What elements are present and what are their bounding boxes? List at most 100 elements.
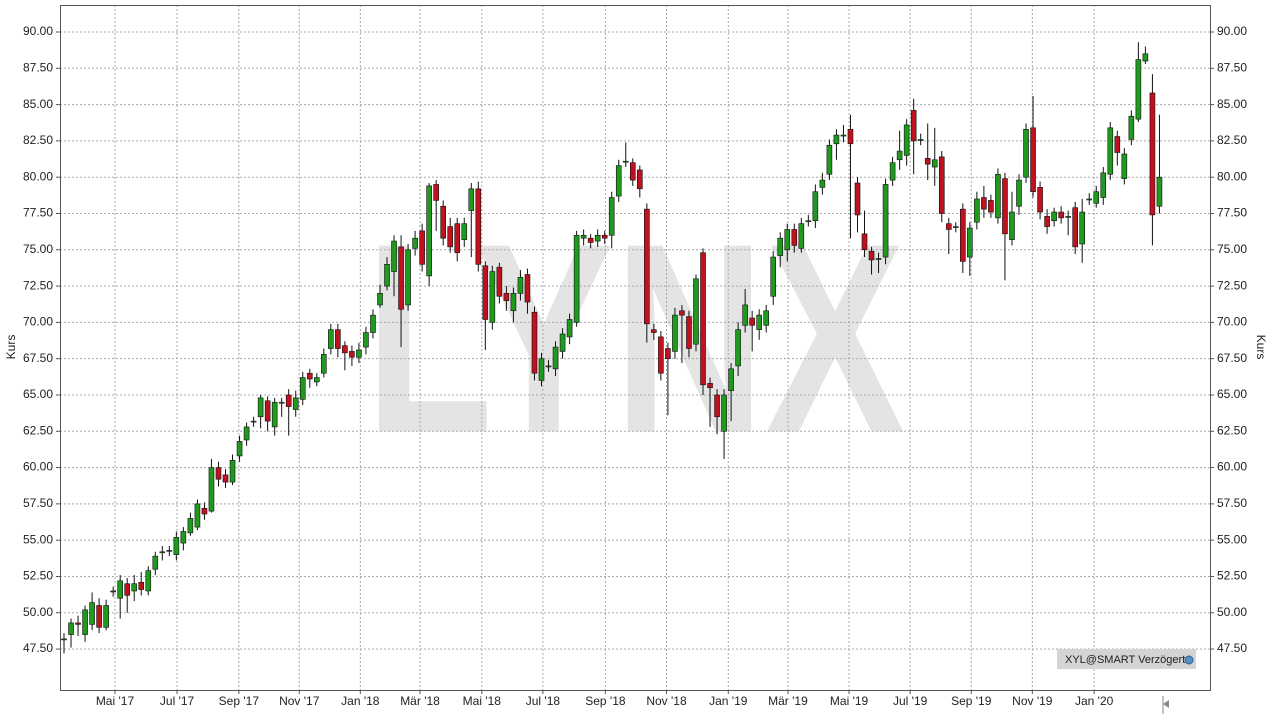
y-tick-label: 65.00 (23, 387, 53, 401)
y-tick-label: 72.50 (23, 278, 53, 292)
x-tick-label: Mai '18 (463, 694, 502, 708)
source-label: XYL@SMART Verzögert (1065, 654, 1185, 666)
y2-tick-label: 70.00 (1217, 315, 1247, 329)
y2-tick-label: 60.00 (1217, 460, 1247, 474)
candle-body (805, 220, 812, 223)
candle-body (306, 372, 313, 380)
candle-body (61, 638, 67, 641)
candle-body (594, 234, 601, 242)
candle-body (601, 234, 608, 239)
y2-tick-label: 72.50 (1217, 278, 1247, 292)
candle-body (988, 200, 994, 213)
x-tick-label: Nov '17 (279, 694, 320, 708)
candle-body (370, 314, 376, 333)
candle-body (1128, 115, 1135, 140)
candle-body (292, 397, 299, 410)
candle-body (313, 377, 320, 383)
candle-body (124, 583, 131, 596)
y-tick-label: 47.50 (23, 641, 53, 655)
y2-tick-label: 90.00 (1217, 24, 1247, 38)
candle-body (1149, 92, 1156, 216)
candle-body (1072, 207, 1078, 248)
candle-body (531, 311, 538, 374)
watermark: LYNX (365, 188, 906, 489)
x-tick-label: Sep '19 (951, 694, 992, 708)
candle-body (363, 332, 369, 348)
candle-body (728, 368, 734, 391)
y-tick-label: 50.00 (23, 605, 53, 619)
candle-body (208, 467, 215, 512)
candle-body (447, 226, 454, 248)
y2-tick-label: 80.00 (1217, 169, 1247, 183)
candle-body (974, 198, 980, 223)
candle-body (945, 223, 952, 230)
candle-body (629, 162, 636, 181)
candle-body (552, 346, 559, 370)
candle-body (440, 205, 446, 239)
candle-body (517, 277, 524, 294)
candle-body (693, 278, 699, 345)
x-tick-label: Jan '20 (1075, 694, 1114, 708)
candle-body (103, 605, 109, 628)
y2-tick-label: 55.00 (1217, 532, 1247, 546)
candle-body (426, 185, 432, 277)
candle-body (1114, 136, 1121, 153)
y2-tick-label: 52.50 (1217, 569, 1247, 583)
candle-body (903, 124, 910, 156)
candle-body (278, 401, 285, 404)
candle-body (257, 397, 264, 418)
candle-body (749, 317, 755, 326)
candle-body (152, 555, 159, 570)
y2-tick-label: 82.50 (1217, 133, 1247, 147)
candle-body (454, 223, 461, 253)
source-icon (1184, 655, 1194, 665)
candle-body (299, 377, 306, 400)
candle-body (229, 460, 236, 483)
candle-body (721, 394, 727, 432)
candle-body (777, 237, 784, 256)
y2-tick-label: 67.50 (1217, 351, 1247, 365)
y-tick-label: 82.50 (23, 133, 53, 147)
y-tick-label: 62.50 (23, 423, 53, 437)
plot-frame (60, 5, 1211, 691)
candle-body (995, 173, 1001, 219)
candle-body (194, 503, 201, 528)
x-tick-label: Mär '19 (768, 694, 808, 708)
y-tick-label: 80.00 (23, 169, 53, 183)
candle-body (854, 182, 861, 216)
candle-body (384, 264, 390, 287)
y-tick-label: 87.50 (23, 60, 53, 74)
candle-body (566, 319, 573, 338)
candle-body (138, 581, 145, 590)
y-tick-label: 55.00 (23, 532, 53, 546)
candle-body (861, 233, 868, 251)
candle-body (665, 348, 671, 359)
y-tick-label: 77.50 (23, 206, 53, 220)
candle-body (173, 536, 180, 555)
candle-body (1107, 127, 1114, 175)
candle-body (1135, 59, 1142, 120)
x-tick-label: Mai '19 (830, 694, 869, 708)
candle-body (707, 383, 713, 389)
candle-body (110, 590, 116, 593)
candle-body (468, 188, 475, 211)
candle-body (412, 237, 418, 249)
x-tick-label: Nov '19 (1012, 694, 1053, 708)
x-tick-label: Jan '18 (341, 694, 380, 708)
candle-body (770, 256, 777, 297)
candle-body (608, 197, 615, 236)
candle-body (931, 159, 938, 168)
candle-body (622, 160, 629, 163)
y-tick-label: 90.00 (23, 24, 53, 38)
candle-body (271, 401, 278, 428)
candle-body (960, 208, 966, 262)
candle-body (145, 570, 152, 592)
y2-tick-label: 77.50 (1217, 206, 1247, 220)
candle-body (1100, 172, 1107, 198)
candle-body (321, 354, 327, 374)
candle-body (1016, 179, 1022, 207)
candle-body (615, 165, 622, 197)
candle-body (180, 531, 187, 544)
candle-body (524, 274, 531, 303)
candle-body (587, 237, 594, 243)
